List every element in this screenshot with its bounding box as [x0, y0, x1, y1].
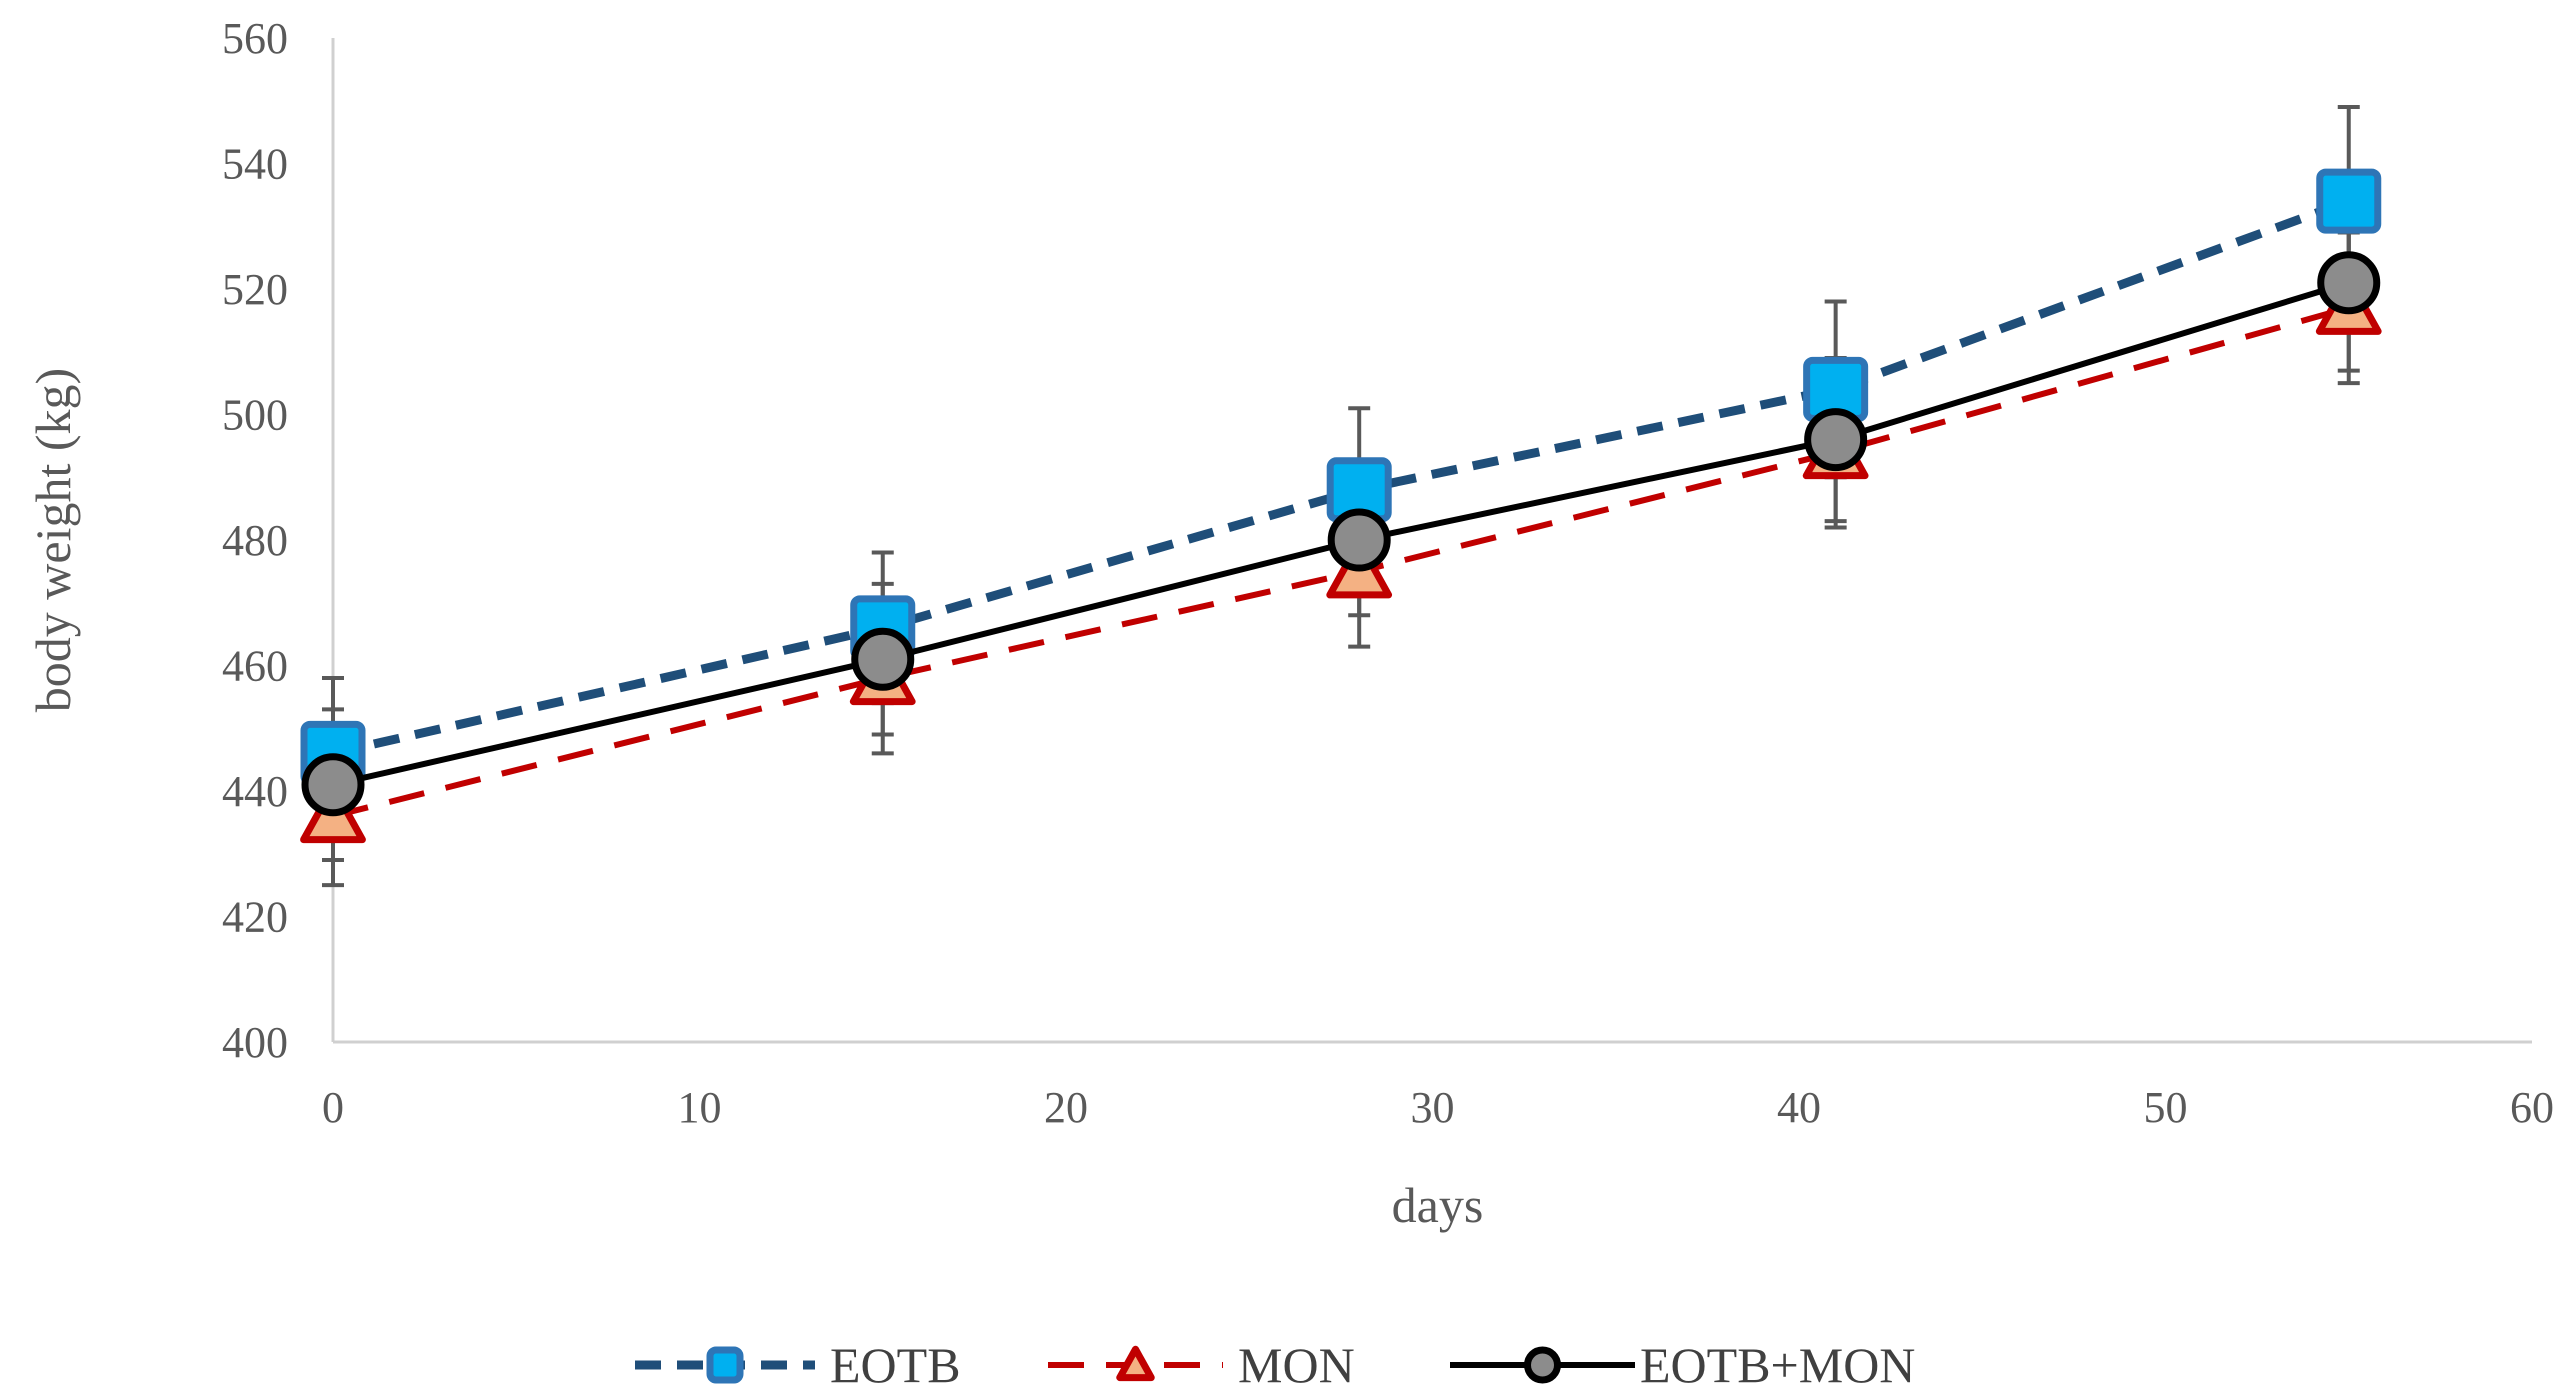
legend-marker-eotb-mon: [1524, 1346, 1561, 1384]
x-tick-label: 60: [2510, 1083, 2554, 1132]
legend-item-eotb-mon: EOTB+MON: [1450, 1337, 1915, 1393]
legend-label-mon: MON: [1238, 1337, 1355, 1393]
legend-item-eotb: EOTB: [635, 1337, 961, 1393]
y-tick-label: 420: [222, 893, 288, 942]
x-axis-title: days: [1392, 1177, 1484, 1233]
x-tick-label: 50: [2144, 1083, 2188, 1132]
y-tick-label: 480: [222, 516, 288, 565]
data-point-eotb-mon: [1327, 508, 1391, 572]
data-point-eotb-mon: [1804, 408, 1868, 472]
legend-label-eotb-mon: EOTB+MON: [1640, 1337, 1915, 1393]
x-tick-label: 10: [678, 1083, 722, 1132]
series-eotb-mon: [301, 251, 2381, 817]
y-tick-label: 440: [222, 767, 288, 816]
data-point-eotb-mon: [2317, 251, 2381, 315]
legend-marker-mon: [1116, 1345, 1155, 1382]
legend-label-eotb: EOTB: [830, 1337, 961, 1393]
y-tick-label: 460: [222, 642, 288, 691]
y-axis-title: body weight (kg): [25, 368, 81, 712]
data-point-eotb: [2316, 168, 2382, 234]
series-layer: [300, 105, 2382, 888]
legend: EOTB MON EOTB+MON: [635, 1337, 1915, 1393]
data-point-eotb-mon: [851, 627, 915, 691]
y-tick-label: 560: [222, 14, 288, 63]
y-tick-label: 500: [222, 391, 288, 440]
x-tick-label: 30: [1411, 1083, 1455, 1132]
data-point-eotb-mon: [301, 753, 365, 817]
x-tick-label: 0: [322, 1083, 344, 1132]
y-tick-label: 520: [222, 265, 288, 314]
x-tick-label: 40: [1777, 1083, 1821, 1132]
x-tick-label: 20: [1044, 1083, 1088, 1132]
series-eotb: [300, 168, 2382, 786]
legend-marker-eotb: [706, 1346, 744, 1384]
legend-item-mon: MON: [1048, 1337, 1355, 1393]
y-tick-label: 540: [222, 140, 288, 189]
axes: 400 420 440 460 480 500 520 540 560 0 10 20 30 40 50 60…: [25, 14, 2554, 1233]
y-tick-label: 400: [222, 1018, 288, 1067]
